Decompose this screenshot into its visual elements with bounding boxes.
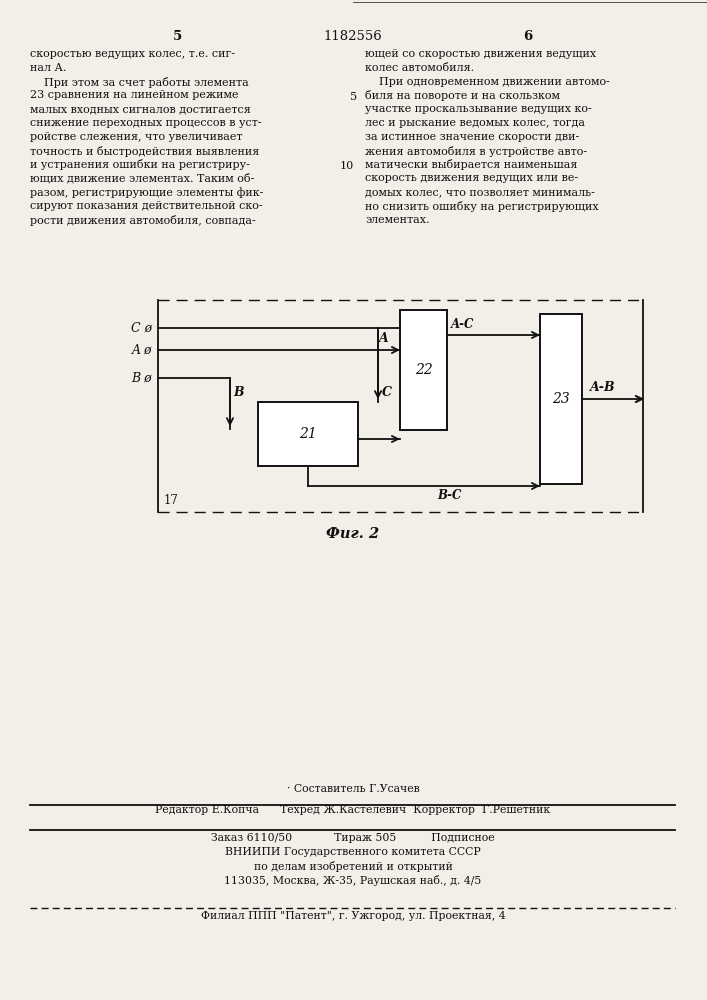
Text: A-C: A-C [451, 318, 474, 331]
Bar [400, 310, 447, 430]
Text: 5: 5 [350, 92, 357, 102]
Text: по делам изобретений и открытий: по делам изобретений и открытий [254, 861, 452, 872]
Text: C ø: C ø [131, 322, 152, 334]
Text: ВНИИПИ Государственного комитета СССР: ВНИИПИ Государственного комитета СССР [225, 847, 481, 857]
Text: 23: 23 [552, 392, 570, 406]
Text: · Составитель Г.Усачев: · Составитель Г.Усачев [286, 784, 419, 794]
Text: ющих движение элементах. Таким об-: ющих движение элементах. Таким об- [30, 173, 255, 184]
Text: сируют показания действительной ско-: сируют показания действительной ско- [30, 201, 262, 211]
Text: 23 сравнения на линейном режиме: 23 сравнения на линейном режиме [30, 90, 238, 100]
Text: 1182556: 1182556 [324, 30, 382, 43]
Text: C: C [382, 386, 392, 399]
Text: 113035, Москва, Ж-35, Раушская наб., д. 4/5: 113035, Москва, Ж-35, Раушская наб., д. … [224, 875, 481, 886]
Text: биля на повороте и на скользком: биля на повороте и на скользком [365, 90, 560, 101]
Bar [258, 402, 358, 466]
Text: за истинное значение скорости дви-: за истинное значение скорости дви- [365, 132, 579, 142]
Text: домых колес, что позволяет минималь-: домых колес, что позволяет минималь- [365, 187, 595, 197]
Text: 17: 17 [164, 494, 179, 507]
Text: Фиг. 2: Фиг. 2 [327, 527, 380, 541]
Text: колес автомобиля.: колес автомобиля. [365, 63, 474, 73]
Text: 5: 5 [173, 30, 182, 43]
Text: Заказ 6110/50            Тираж 505          Подписное: Заказ 6110/50 Тираж 505 Подписное [211, 833, 495, 843]
Text: 6: 6 [523, 30, 532, 43]
Text: B-C: B-C [437, 489, 461, 502]
Text: скорость движения ведущих или ве-: скорость движения ведущих или ве- [365, 173, 578, 183]
Text: A ø: A ø [132, 344, 152, 357]
Text: разом, регистрирующие элементы фик-: разом, регистрирующие элементы фик- [30, 187, 264, 198]
Text: элементах.: элементах. [365, 215, 429, 225]
Text: 21: 21 [299, 427, 317, 441]
Text: При одновременном движении автомо-: При одновременном движении автомо- [365, 77, 610, 87]
Text: матически выбирается наименьшая: матически выбирается наименьшая [365, 159, 578, 170]
Text: Филиал ППП "Патент", г. Ужгород, ул. Проектная, 4: Филиал ППП "Патент", г. Ужгород, ул. Про… [201, 911, 506, 921]
Text: B ø: B ø [132, 371, 152, 384]
Text: жения автомобиля в устройстве авто-: жения автомобиля в устройстве авто- [365, 146, 587, 157]
Text: рости движения автомобиля, совпада-: рости движения автомобиля, совпада- [30, 215, 256, 226]
Text: B: B [233, 386, 244, 399]
Text: но снизить ошибку на регистрирующих: но снизить ошибку на регистрирующих [365, 201, 599, 212]
Text: ющей со скоростью движения ведущих: ющей со скоростью движения ведущих [365, 49, 596, 59]
Text: снижение переходных процессов в уст-: снижение переходных процессов в уст- [30, 118, 262, 128]
Text: лес и рыскание ведомых колес, тогда: лес и рыскание ведомых колес, тогда [365, 118, 585, 128]
Text: A-B: A-B [590, 381, 616, 394]
Text: 22: 22 [414, 363, 433, 377]
Text: малых входных сигналов достигается: малых входных сигналов достигается [30, 104, 251, 114]
Text: При этом за счет работы элемента: При этом за счет работы элемента [30, 77, 249, 88]
Text: 10: 10 [340, 161, 354, 171]
Text: Редактор Е.Копча      Техред Ж.Кастелевич  Корректор  Г.Решетник: Редактор Е.Копча Техред Ж.Кастелевич Кор… [156, 805, 551, 815]
Text: участке проскальзывание ведущих ко-: участке проскальзывание ведущих ко- [365, 104, 592, 114]
Text: нал А.: нал А. [30, 63, 66, 73]
Bar [540, 314, 582, 484]
Text: точность и быстродействия выявления: точность и быстродействия выявления [30, 146, 259, 157]
Text: скоростью ведущих колес, т.е. сиг-: скоростью ведущих колес, т.е. сиг- [30, 49, 235, 59]
Text: и устранения ошибки на регистриру-: и устранения ошибки на регистриру- [30, 159, 250, 170]
Text: A: A [379, 332, 389, 345]
Text: ройстве слежения, что увеличивает: ройстве слежения, что увеличивает [30, 132, 243, 142]
